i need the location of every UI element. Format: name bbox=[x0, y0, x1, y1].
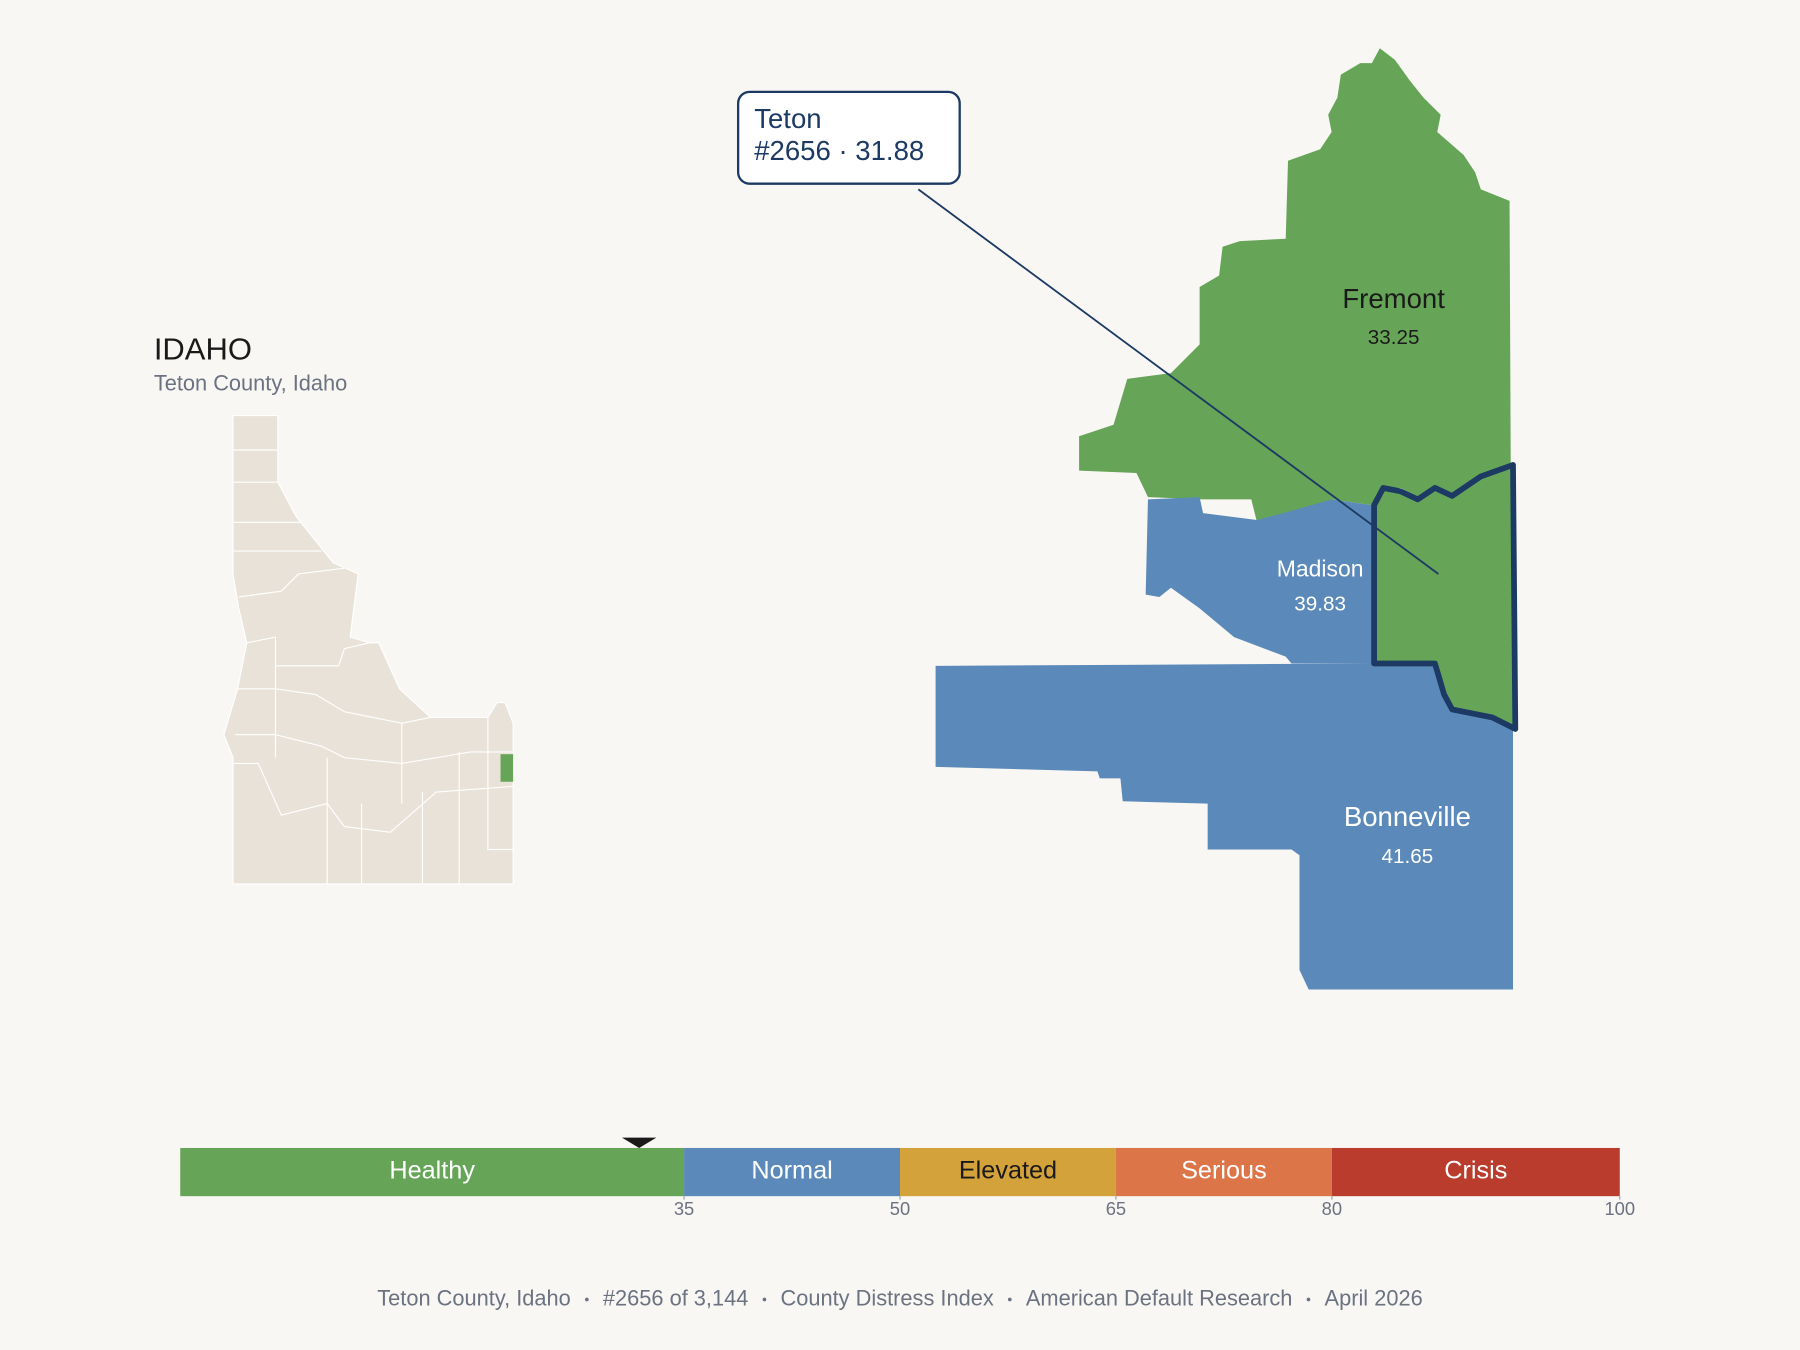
footer-separator bbox=[762, 1297, 767, 1302]
footer-item: American Default Research bbox=[1026, 1285, 1293, 1310]
footer-separator bbox=[1306, 1297, 1311, 1302]
scale-band bbox=[1115, 1147, 1332, 1197]
county-name: Bonneville bbox=[1344, 801, 1471, 832]
county-shape bbox=[1145, 497, 1375, 664]
county-name: Fremont bbox=[1342, 283, 1445, 314]
county-value: 39.83 bbox=[1294, 592, 1346, 615]
inset-highlight bbox=[500, 754, 514, 782]
band-label: Serious bbox=[1181, 1157, 1267, 1185]
county-value: 41.65 bbox=[1382, 845, 1434, 868]
band-label: Elevated bbox=[959, 1157, 1057, 1185]
footer: Teton County, Idaho #2656 of 3,144 County … bbox=[377, 1285, 1422, 1310]
state-inset bbox=[223, 414, 514, 885]
inset-subtitle: Teton County, Idaho bbox=[154, 370, 347, 395]
tick-label: 35 bbox=[674, 1198, 694, 1219]
scale-band bbox=[1331, 1147, 1620, 1197]
footer-item: April 2026 bbox=[1325, 1285, 1423, 1310]
tick-label: 100 bbox=[1604, 1198, 1635, 1219]
callout-label: #2656 · 31.88 bbox=[754, 135, 924, 166]
scale-band bbox=[684, 1147, 900, 1197]
footer-item: Teton County, Idaho bbox=[377, 1285, 570, 1310]
score-marker bbox=[621, 1137, 657, 1148]
band-label: Normal bbox=[751, 1157, 832, 1185]
county-borders bbox=[233, 449, 514, 884]
counties: Fremont 33.25 Madison 39.83 Bonneville 41.65 bbox=[935, 48, 1519, 990]
band-label: Healthy bbox=[389, 1157, 475, 1185]
county-shape bbox=[935, 663, 1514, 990]
footer-item: County Distress Index bbox=[781, 1285, 994, 1310]
county-value: 33.25 bbox=[1368, 326, 1420, 349]
footer-item: #2656 of 3,144 bbox=[603, 1285, 748, 1310]
footer-separator bbox=[585, 1297, 589, 1302]
distress-scale: Healthy Normal Elevated Serious Crisis 35 50 65… bbox=[180, 1137, 1635, 1219]
callout-name: Teton bbox=[754, 103, 821, 134]
scale-band bbox=[180, 1147, 685, 1197]
scale-band bbox=[900, 1147, 1116, 1197]
county-shape bbox=[1371, 462, 1519, 732]
callout-box bbox=[736, 90, 961, 185]
inset-title: IDAHO bbox=[154, 331, 252, 366]
tick-label: 80 bbox=[1322, 1198, 1342, 1219]
county-shape bbox=[1079, 48, 1511, 523]
county-name: Madison bbox=[1277, 556, 1364, 582]
tick-label: 65 bbox=[1106, 1198, 1126, 1219]
band-label: Crisis bbox=[1444, 1157, 1507, 1185]
callout-leader bbox=[917, 188, 1439, 575]
tick-label: 50 bbox=[890, 1198, 910, 1219]
footer-separator bbox=[1007, 1297, 1012, 1302]
